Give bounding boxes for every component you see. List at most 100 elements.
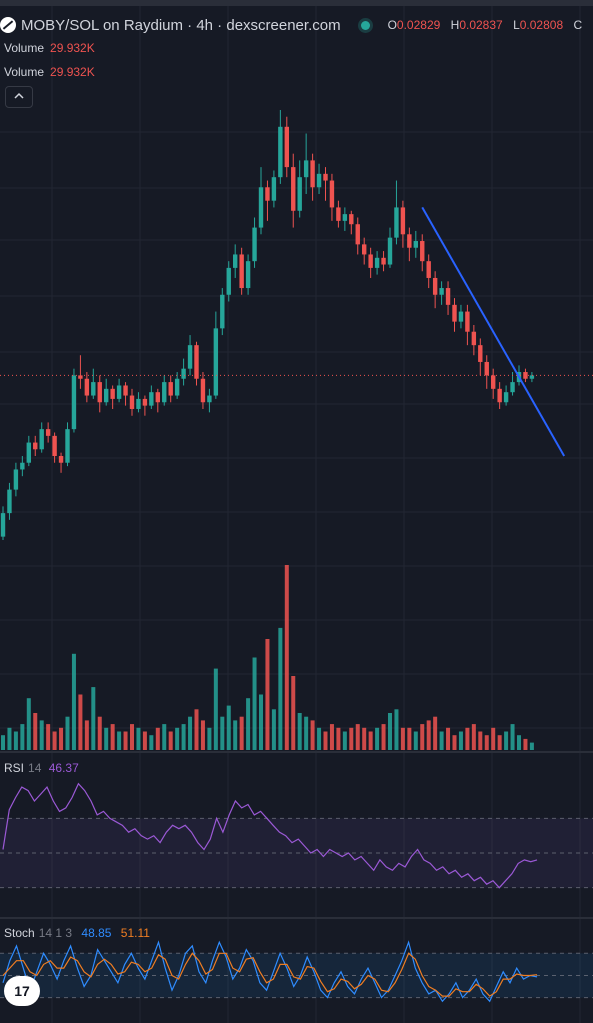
candle-body (465, 311, 470, 332)
volume-bar (7, 727, 12, 750)
volume-bar (375, 727, 380, 750)
candle-body (342, 214, 348, 221)
volume-bar (213, 668, 218, 750)
volume-bar (317, 727, 322, 750)
volume-legend-2[interactable]: Volume 29.932K (4, 65, 95, 79)
volume-bar (368, 731, 373, 750)
volume-bar (529, 742, 534, 750)
candle-body (271, 177, 277, 201)
candle-body (213, 328, 219, 396)
stoch-legend[interactable]: Stoch 14 1 3 48.85 51.11 (4, 926, 150, 940)
candle-body (523, 372, 528, 379)
stoch-label: Stoch (4, 926, 35, 940)
volume-legend-1[interactable]: Volume 29.932K (4, 41, 95, 55)
candle-body (349, 214, 354, 225)
volume-bar (491, 727, 496, 750)
volume-bar (355, 724, 360, 750)
volume-bar (142, 731, 147, 750)
candle-body (84, 378, 90, 396)
candle-body (13, 469, 19, 490)
candle-body (478, 345, 483, 362)
candle-body (194, 345, 199, 379)
ohlc-low-value: 0.02808 (519, 18, 564, 32)
volume-bar (458, 731, 463, 750)
ohlc-high-label: H (450, 18, 460, 32)
rsi-legend[interactable]: RSI 14 46.37 (4, 761, 79, 775)
candle-body (71, 375, 77, 430)
candle-body (439, 288, 444, 295)
candle-body (497, 388, 502, 403)
volume-bar (71, 653, 76, 750)
volume-bar (278, 627, 283, 750)
stoch-d-value: 51.11 (120, 926, 150, 940)
volume-bar (220, 716, 225, 750)
candle-body (452, 304, 457, 322)
tradingview-logo-icon[interactable]: 17 (4, 976, 40, 1006)
candle-body (316, 173, 322, 188)
chart-title: MOBY/SOL on Raydium · 4h · dexscreener.c… (21, 16, 341, 34)
candle-body (329, 180, 335, 208)
volume-bar (130, 724, 134, 750)
volume-bar (246, 698, 251, 750)
volume-value: 29.932K (50, 41, 95, 55)
volume-bar (471, 724, 476, 750)
trendline (421, 206, 566, 457)
volume-label: Volume (4, 65, 45, 79)
candle-body (491, 375, 496, 389)
candle-body (155, 392, 160, 403)
candle-body (52, 435, 57, 457)
candle-body (381, 257, 386, 265)
candle-body (445, 288, 451, 305)
candle-body (78, 375, 83, 379)
candle-body (529, 375, 535, 379)
candle-body (116, 385, 122, 399)
volume-bar (117, 731, 122, 750)
candle-body (207, 395, 212, 403)
volume-bar (155, 727, 160, 750)
volume-bar (181, 724, 186, 750)
volume-bar (420, 724, 425, 750)
volume-bar (407, 727, 412, 750)
candle-body (503, 392, 509, 403)
volume-bar (188, 716, 193, 750)
volume-bar (110, 724, 115, 750)
volume-bar (510, 724, 515, 750)
candle-body (123, 385, 128, 396)
collapse-legend-button[interactable] (5, 86, 33, 108)
candle-body (136, 398, 141, 409)
candle-body (129, 395, 135, 409)
candle-body (297, 177, 302, 211)
volume-bar (259, 694, 263, 750)
candle-body (362, 244, 367, 255)
volume-bar (1, 735, 5, 750)
candle-body (355, 224, 360, 245)
volume-bar (265, 639, 270, 750)
volume-bar (136, 727, 141, 750)
candle-body (291, 167, 296, 211)
candle-body (278, 126, 283, 178)
candle-body (220, 294, 225, 329)
volume-bar (194, 709, 199, 750)
volume-bar (336, 727, 341, 750)
candle-body (368, 254, 373, 268)
candle-body (394, 207, 399, 238)
volume-bar (284, 565, 289, 750)
volume-bar (91, 687, 96, 750)
candle-body (432, 277, 438, 295)
candle-body (104, 388, 109, 403)
candle-body (420, 241, 425, 262)
candle-body (58, 456, 64, 463)
candle-body (45, 429, 51, 436)
volume-bar (291, 676, 296, 750)
volume-bar (84, 720, 89, 750)
volume-bar (446, 727, 451, 750)
volume-bar (149, 735, 154, 750)
volume-bar (13, 731, 18, 750)
candle-body (174, 378, 180, 396)
volume-bar (465, 727, 470, 750)
volume-bar (504, 731, 509, 750)
volume-bar (433, 716, 438, 750)
volume-bar (97, 716, 102, 750)
candle-body (252, 227, 257, 262)
volume-bar (310, 720, 315, 750)
